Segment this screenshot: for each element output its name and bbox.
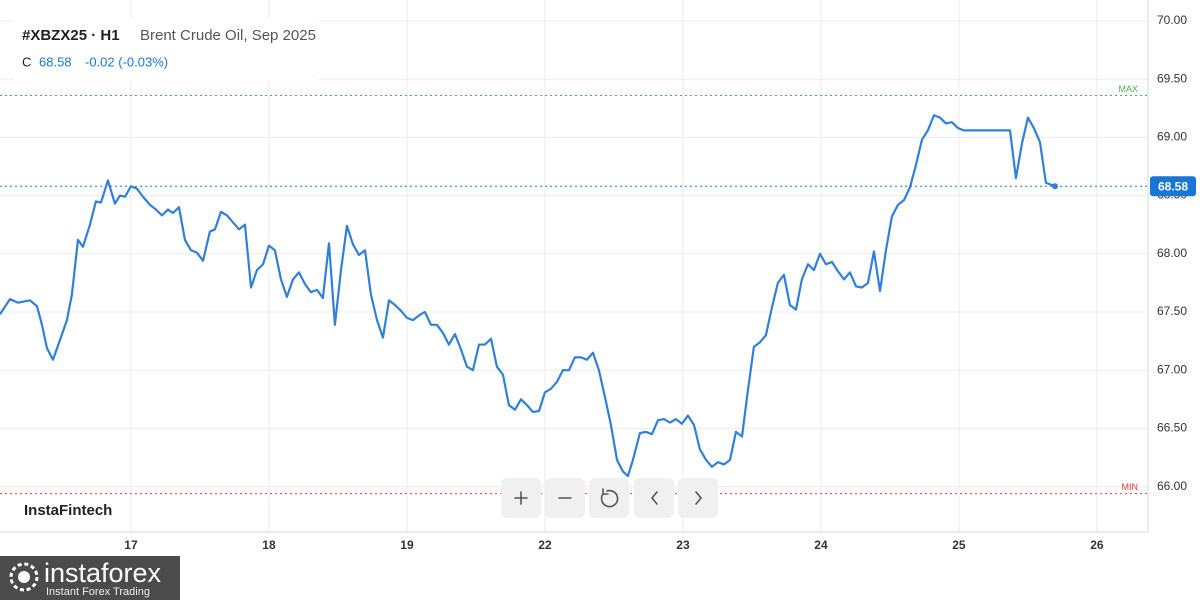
y-tick-label: 69.00 bbox=[1157, 130, 1187, 144]
x-tick-label: 25 bbox=[952, 538, 966, 552]
price-tag-label: 68.58 bbox=[1158, 179, 1188, 193]
y-tick-label: 66.00 bbox=[1157, 479, 1187, 493]
x-tick-label: 17 bbox=[124, 538, 138, 552]
symbol: #XBZX25 · H1 bbox=[22, 27, 120, 44]
scroll-left[interactable] bbox=[634, 478, 674, 518]
chart-title: Brent Crude Oil, Sep 2025 bbox=[140, 27, 316, 44]
y-tick-label: 68.00 bbox=[1157, 246, 1187, 260]
y-tick-label: 66.50 bbox=[1157, 421, 1187, 435]
watermark: InstaFintech bbox=[24, 502, 112, 519]
y-axis-area bbox=[1148, 0, 1200, 600]
price-tag-bg bbox=[1150, 176, 1196, 197]
logo: instaforex Instant Forex Trading bbox=[0, 556, 180, 600]
y-tick-label: 69.50 bbox=[1157, 71, 1187, 85]
x-tick-label: 18 bbox=[262, 538, 276, 552]
last-point bbox=[1051, 183, 1058, 190]
plot bbox=[0, 114, 1058, 478]
y-tick-label: 67.00 bbox=[1157, 362, 1187, 376]
header-bg bbox=[14, 18, 319, 80]
logo-icon bbox=[9, 562, 39, 592]
axes: 66.0066.5067.0067.5068.0068.5069.0069.50… bbox=[124, 13, 1187, 552]
x-tick-label: 26 bbox=[1090, 538, 1104, 552]
scroll-right[interactable] bbox=[678, 478, 718, 518]
close-prefix: C bbox=[22, 54, 31, 69]
price-tag: 68.58 bbox=[1150, 176, 1196, 197]
x-tick-label: 19 bbox=[400, 538, 414, 552]
x-tick-label: 23 bbox=[676, 538, 690, 552]
logo-icon-center bbox=[18, 571, 30, 583]
reset[interactable] bbox=[589, 478, 629, 518]
price-line bbox=[0, 114, 1056, 478]
zoom-out[interactable] bbox=[545, 478, 585, 518]
change: -0.02 (-0.03%) bbox=[85, 54, 168, 69]
logo-bg bbox=[0, 556, 180, 600]
y-tick-label: 67.50 bbox=[1157, 304, 1187, 318]
reference-lines: MAX MIN bbox=[0, 84, 1148, 495]
logo-brand: instaforex bbox=[44, 558, 162, 588]
zoom-in[interactable] bbox=[501, 478, 541, 518]
reference-label: MIN bbox=[1122, 482, 1139, 492]
x-tick-label: 22 bbox=[538, 538, 552, 552]
x-tick-label: 24 bbox=[814, 538, 828, 552]
close-value: 68.58 bbox=[39, 54, 72, 69]
y-tick-label: 70.00 bbox=[1157, 13, 1187, 27]
logo-tagline: Instant Forex Trading bbox=[46, 586, 150, 598]
reference-label: MAX bbox=[1118, 84, 1138, 94]
